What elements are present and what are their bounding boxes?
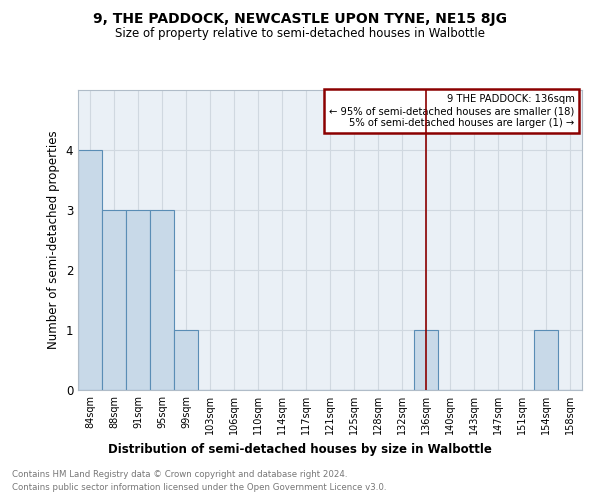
Text: Contains public sector information licensed under the Open Government Licence v3: Contains public sector information licen…: [12, 482, 386, 492]
Bar: [414, 330, 438, 390]
Text: Contains HM Land Registry data © Crown copyright and database right 2024.: Contains HM Land Registry data © Crown c…: [12, 470, 347, 479]
Bar: [150, 210, 174, 390]
Text: 9 THE PADDOCK: 136sqm
← 95% of semi-detached houses are smaller (18)
5% of semi-: 9 THE PADDOCK: 136sqm ← 95% of semi-deta…: [329, 94, 574, 128]
Y-axis label: Number of semi-detached properties: Number of semi-detached properties: [47, 130, 60, 350]
Bar: [78, 150, 102, 390]
Bar: [126, 210, 150, 390]
Bar: [174, 330, 198, 390]
Text: 9, THE PADDOCK, NEWCASTLE UPON TYNE, NE15 8JG: 9, THE PADDOCK, NEWCASTLE UPON TYNE, NE1…: [93, 12, 507, 26]
Bar: [534, 330, 558, 390]
Text: Size of property relative to semi-detached houses in Walbottle: Size of property relative to semi-detach…: [115, 28, 485, 40]
Text: Distribution of semi-detached houses by size in Walbottle: Distribution of semi-detached houses by …: [108, 442, 492, 456]
Bar: [102, 210, 126, 390]
